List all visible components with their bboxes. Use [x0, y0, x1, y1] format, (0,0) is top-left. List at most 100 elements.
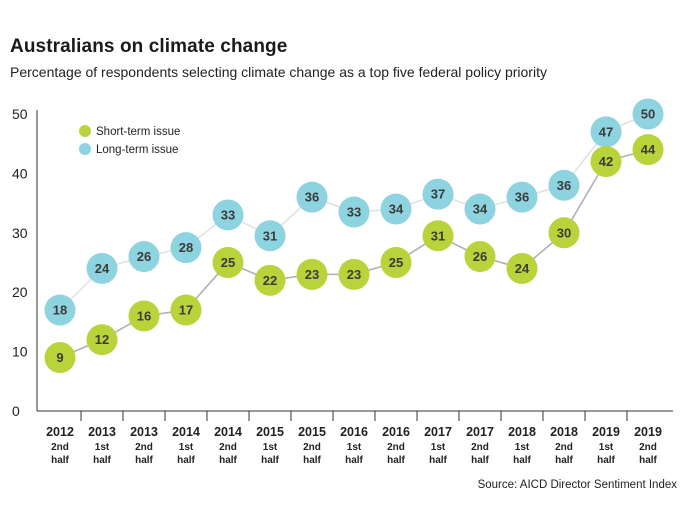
data-point-short-term	[212, 247, 244, 278]
data-label-long-term: 34	[389, 202, 404, 217]
x-tick-half-label: 1st	[515, 442, 530, 453]
data-label-long-term: 28	[179, 240, 193, 255]
data-label-short-term: 31	[431, 228, 445, 243]
data-point-short-term	[170, 294, 202, 326]
x-tick-half-label: 2nd	[639, 442, 657, 453]
x-tick-half-label: half	[51, 455, 69, 466]
x-tick-year-label: 2016	[340, 425, 368, 439]
legend: Short-term issue Long-term issue	[79, 125, 180, 156]
y-tick-label: 0	[12, 403, 20, 419]
x-tick-half-label: 2nd	[471, 442, 489, 453]
x-tick-year-label: 2019	[634, 425, 662, 439]
x-tick-half-label: 1st	[599, 442, 614, 453]
legend-label-short-term: Short-term issue	[96, 126, 180, 138]
data-label-long-term: 36	[515, 190, 529, 205]
x-tick-half-label: 1st	[179, 442, 194, 453]
data-point-short-term	[506, 252, 538, 284]
x-tick-year-label: 2019	[592, 425, 620, 439]
data-label-long-term: 34	[473, 202, 488, 217]
data-point-long-term	[44, 294, 76, 326]
data-label-short-term: 42	[599, 154, 613, 169]
data-point-long-term	[548, 169, 580, 201]
chart-title: Australians on climate change	[10, 36, 288, 57]
y-tick-label: 40	[12, 165, 28, 181]
x-tick-half-label: half	[177, 455, 195, 466]
data-label-long-term: 37	[431, 187, 445, 202]
data-label-short-term: 9	[56, 350, 63, 365]
data-label-short-term: 23	[305, 267, 319, 282]
data-point-long-term	[380, 193, 412, 225]
data-point-long-term	[86, 252, 118, 284]
data-point-short-term	[296, 258, 328, 290]
x-tick-year-label: 2017	[466, 425, 494, 439]
legend-swatch-short-term	[79, 125, 91, 137]
axes-layer: 0 10 20 30 40 50 2012 2nd half 2013 1st half 2013 2nd…	[12, 106, 673, 466]
data-label-short-term: 26	[473, 249, 487, 264]
data-point-long-term	[254, 220, 286, 252]
data-label-short-term: 23	[347, 267, 361, 282]
data-label-short-term: 25	[389, 255, 403, 270]
data-point-short-term	[548, 217, 580, 249]
data-label-short-term: 16	[137, 308, 151, 323]
x-tick-half-label: half	[471, 455, 489, 466]
x-tick-year-label: 2018	[550, 425, 578, 439]
data-point-short-term	[254, 264, 286, 296]
x-tick-half-label: 1st	[263, 442, 278, 453]
data-label-short-term: 25	[221, 255, 235, 270]
x-tick-half-label: half	[555, 455, 573, 466]
data-label-long-term: 33	[347, 205, 361, 220]
x-tick-half-label: 2nd	[387, 442, 405, 453]
chart-subtitle: Percentage of respondents selecting clim…	[10, 64, 547, 80]
data-point-short-term	[590, 146, 622, 178]
data-point-short-term	[422, 220, 454, 252]
data-label-long-term: 33	[221, 207, 235, 222]
data-point-long-term	[128, 241, 160, 273]
data-point-short-term	[338, 258, 370, 290]
data-label-long-term: 36	[305, 190, 319, 205]
x-tick-half-label: half	[93, 455, 111, 466]
x-tick-half-label: half	[387, 455, 405, 466]
x-tick-half-label: half	[345, 455, 363, 466]
data-label-short-term: 12	[95, 332, 109, 347]
data-point-long-term	[464, 193, 496, 225]
y-tick-label: 20	[12, 284, 28, 300]
data-point-long-term	[506, 181, 538, 213]
y-tick-label: 30	[12, 225, 28, 241]
data-point-long-term	[422, 178, 454, 210]
x-tick-half-label: half	[429, 455, 447, 466]
x-tick-half-label: 1st	[347, 442, 362, 453]
x-tick-year-label: 2014	[172, 425, 200, 439]
data-point-long-term	[590, 116, 622, 148]
data-label-long-term: 18	[53, 303, 67, 318]
data-point-short-term	[380, 247, 412, 278]
x-tick-half-label: 2nd	[135, 442, 153, 453]
data-point-short-term	[128, 300, 160, 332]
x-tick-half-label: half	[219, 455, 237, 466]
data-label-long-term: 47	[599, 124, 613, 139]
x-tick-half-label: 2nd	[51, 442, 69, 453]
data-label-short-term: 24	[515, 261, 530, 276]
data-label-short-term: 30	[557, 225, 571, 240]
x-tick-half-label: half	[639, 455, 657, 466]
data-label-long-term: 31	[263, 228, 277, 243]
data-point-short-term	[464, 241, 496, 273]
x-tick-half-label: half	[513, 455, 531, 466]
x-tick-year-label: 2015	[298, 425, 326, 439]
data-label-short-term: 22	[263, 273, 277, 288]
x-tick-half-label: half	[597, 455, 615, 466]
data-label-short-term: 17	[179, 303, 193, 318]
x-tick-half-label: 1st	[95, 442, 110, 453]
data-point-short-term	[86, 324, 118, 356]
data-label-long-term: 26	[137, 249, 151, 264]
x-tick-year-label: 2014	[214, 425, 242, 439]
data-point-short-term	[632, 134, 664, 166]
data-label-long-term: 36	[557, 178, 571, 193]
x-tick-half-label: 2nd	[303, 442, 321, 453]
data-label-long-term: 50	[641, 107, 655, 122]
legend-label-long-term: Long-term issue	[96, 144, 178, 156]
data-point-long-term	[170, 232, 202, 264]
data-point-long-term	[212, 199, 244, 231]
x-tick-year-label: 2015	[256, 425, 284, 439]
x-tick-half-label: 1st	[431, 442, 446, 453]
